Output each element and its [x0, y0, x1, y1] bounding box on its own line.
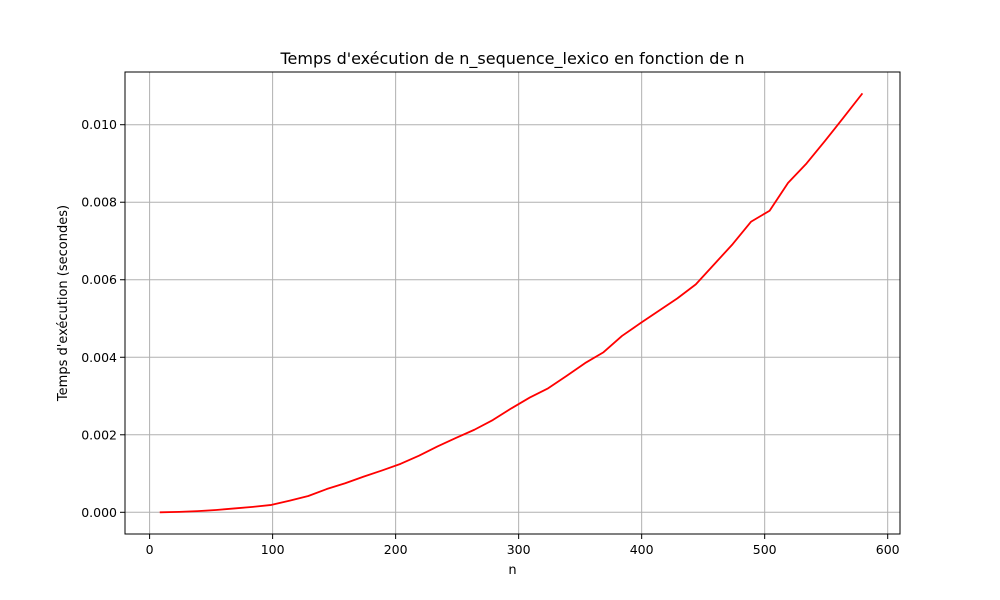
- y-axis-label: Temps d'exécution (secondes): [56, 205, 71, 402]
- x-tick-label: 400: [630, 542, 654, 557]
- y-tick-label: 0.010: [81, 117, 117, 132]
- x-tick-label: 600: [876, 542, 900, 557]
- x-tick-label: 300: [507, 542, 531, 557]
- series-line: [159, 92, 864, 514]
- x-tick-label: 0: [146, 542, 154, 557]
- y-tick-label: 0.002: [81, 427, 117, 442]
- x-tick-label: 500: [753, 542, 777, 557]
- x-tick-label: 100: [261, 542, 285, 557]
- chart-title: Temps d'exécution de n_sequence_lexico e…: [280, 49, 745, 69]
- x-axis-label: n: [508, 563, 516, 578]
- y-tick-label: 0.004: [81, 350, 117, 365]
- plot-frame: [124, 71, 901, 535]
- grid: [125, 72, 900, 534]
- y-tick-label: 0.006: [81, 272, 117, 287]
- y-tick-label: 0.000: [81, 505, 117, 520]
- y-tick-label: 0.008: [81, 195, 117, 210]
- x-tick-label: 200: [384, 542, 408, 557]
- ticks: 0 100 200 300 400 500 600 0.000 0.002 0.004 0.006 0…: [81, 117, 899, 557]
- series-layer: [159, 92, 864, 514]
